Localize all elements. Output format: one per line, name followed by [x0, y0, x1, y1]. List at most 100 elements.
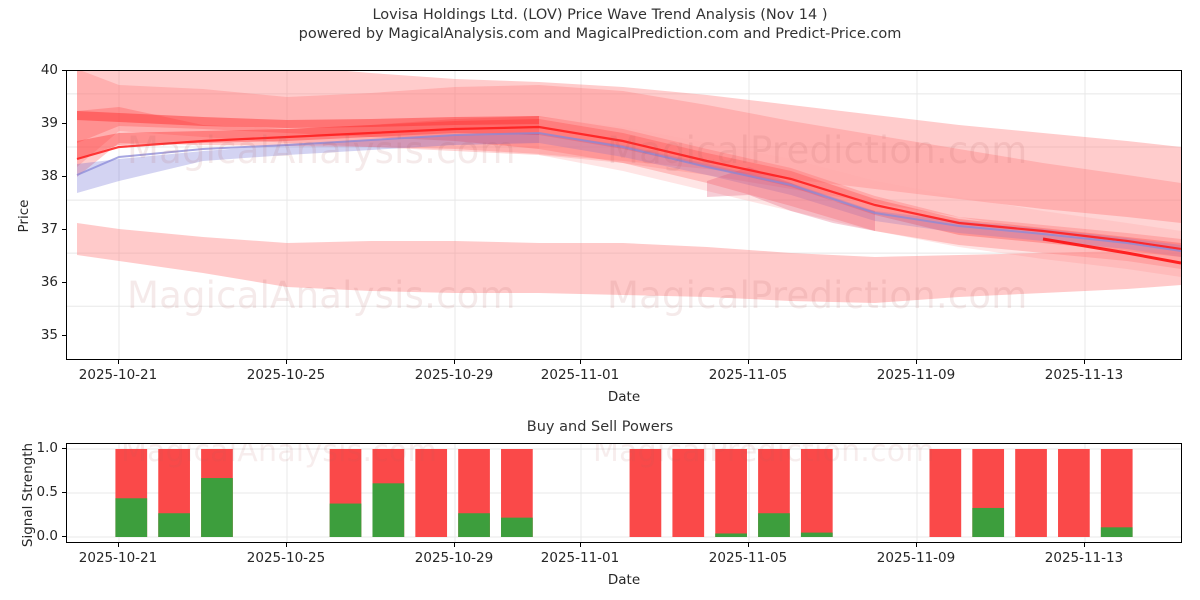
- page-title: Lovisa Holdings Ltd. (LOV) Price Wave Tr…: [372, 7, 828, 23]
- price-streak-upper: [77, 111, 539, 128]
- buy-power-bar: [201, 478, 233, 537]
- price-ytick-35: 35: [40, 327, 58, 344]
- power-xtick-5: 2025-11-05: [708, 550, 788, 566]
- price-ytick-40: 40: [40, 62, 58, 78]
- power-tick-x-3: [454, 543, 455, 547]
- buy-power-bar: [329, 503, 362, 537]
- sell-power-bar: [800, 449, 833, 537]
- power-ytick-0: 0.0: [36, 528, 58, 544]
- sell-power-bar: [1058, 449, 1090, 537]
- power-gridlines: [67, 444, 1181, 542]
- price-tick-y-39: [62, 123, 66, 125]
- power-tick-x-7: [1084, 543, 1085, 547]
- price-xaxis-label: Date: [607, 389, 641, 405]
- bar-group: [672, 449, 705, 537]
- power-xtick-7: 2025-11-13: [1044, 550, 1124, 566]
- price-xtick-7: 2025-11-13: [1044, 367, 1124, 383]
- price-tick-y-35: [62, 335, 66, 337]
- bar-group: [329, 449, 362, 537]
- power-tick-y-1: [62, 448, 66, 449]
- price-tick-y-38: [62, 176, 66, 178]
- buy-sell-bars-svg: [67, 444, 1181, 542]
- bar-group: [1100, 449, 1133, 537]
- price-yaxis-label: Price: [16, 199, 32, 233]
- price-tick-x-5: [748, 360, 749, 364]
- power-yaxis-label: Signal Strength: [20, 442, 36, 548]
- power-tick-y-0: [62, 536, 66, 537]
- price-hump-nov06: [707, 167, 875, 231]
- buy-power-bar: [1100, 527, 1133, 537]
- price-xtick-3: 2025-10-29: [414, 367, 494, 383]
- power-tick-x-4: [580, 543, 581, 547]
- bar-group: [800, 449, 833, 537]
- price-xtick-4: 2025-11-01: [540, 367, 620, 383]
- price-band-mid: [77, 107, 1181, 269]
- price-tick-y-37: [62, 229, 66, 231]
- power-tick-x-6: [916, 543, 917, 547]
- buy-power-bar: [158, 513, 190, 537]
- price-center-line: [76, 125, 1181, 251]
- bar-series-layer: [115, 449, 1133, 537]
- sell-power-bar: [415, 449, 448, 537]
- price-tick-x-6: [916, 360, 917, 364]
- power-tick-x-5: [748, 543, 749, 547]
- buy-power-bar: [501, 517, 533, 537]
- buy-power-bar: [758, 513, 790, 537]
- power-xaxis-label: Date: [607, 572, 641, 588]
- bar-group: [501, 449, 533, 537]
- price-band-outer: [77, 71, 1181, 223]
- price-xtick-2: 2025-10-25: [246, 367, 326, 383]
- price-tick-x-2: [286, 360, 287, 364]
- bar-group: [458, 449, 490, 537]
- sell-power-bar: [1015, 449, 1047, 537]
- bar-group: [158, 449, 190, 537]
- price-band-blue: [77, 133, 1181, 257]
- price-band-secondary: [77, 71, 1181, 251]
- price-wave-svg: [67, 71, 1181, 359]
- price-plot-area: MagicalAnalysis.com MagicalPrediction.co…: [66, 70, 1182, 360]
- page-subtitle: powered by MagicalAnalysis.com and Magic…: [298, 26, 902, 42]
- power-xtick-3: 2025-10-29: [414, 550, 494, 566]
- price-band-halo: [539, 117, 1181, 277]
- power-xtick-2: 2025-10-25: [246, 550, 326, 566]
- price-band-lower: [77, 223, 1181, 303]
- buy-power-bar: [372, 483, 405, 537]
- sell-power-bar: [1100, 449, 1133, 537]
- buy-power-bar: [715, 533, 747, 537]
- power-plot-area: MagicalAnalysis.com MagicalPrediction.co…: [66, 443, 1182, 543]
- chart-title-block: Lovisa Holdings Ltd. (LOV) Price Wave Tr…: [0, 6, 1200, 44]
- price-tick-y-40: [62, 70, 66, 71]
- price-ytick-39: 39: [40, 115, 58, 132]
- price-tick-x-7: [1084, 360, 1085, 364]
- power-panel-title: Buy and Sell Powers: [526, 419, 674, 435]
- bar-group: [758, 449, 790, 537]
- bar-group: [415, 449, 448, 537]
- price-xtick-1: 2025-10-21: [78, 367, 158, 383]
- bar-group: [929, 449, 962, 537]
- buy-power-bar: [458, 513, 490, 537]
- sell-power-bar: [715, 449, 747, 537]
- buy-power-bar: [800, 532, 833, 537]
- price-ytick-36: 36: [40, 274, 58, 291]
- sell-power-bar: [629, 449, 662, 537]
- price-tick-y-36: [62, 282, 66, 284]
- price-tick-x-3: [454, 360, 455, 364]
- bar-group: [1058, 449, 1090, 537]
- price-xtick-6: 2025-11-09: [876, 367, 956, 383]
- bar-group: [372, 449, 405, 537]
- price-tick-x-4: [580, 360, 581, 364]
- bar-group: [972, 449, 1005, 537]
- sell-power-bar: [929, 449, 962, 537]
- bar-group: [715, 449, 747, 537]
- price-xtick-5: 2025-11-05: [708, 367, 788, 383]
- power-ytick-1: 1.0: [36, 440, 58, 456]
- power-tick-x-1: [118, 543, 119, 547]
- price-tick-x-1: [118, 360, 119, 364]
- power-xtick-6: 2025-11-09: [876, 550, 956, 566]
- buy-power-bar: [115, 498, 148, 537]
- price-ytick-38: 38: [40, 168, 58, 185]
- price-ytick-37: 37: [40, 221, 58, 238]
- bar-group: [201, 449, 233, 537]
- price-terminal-line: [1042, 237, 1181, 265]
